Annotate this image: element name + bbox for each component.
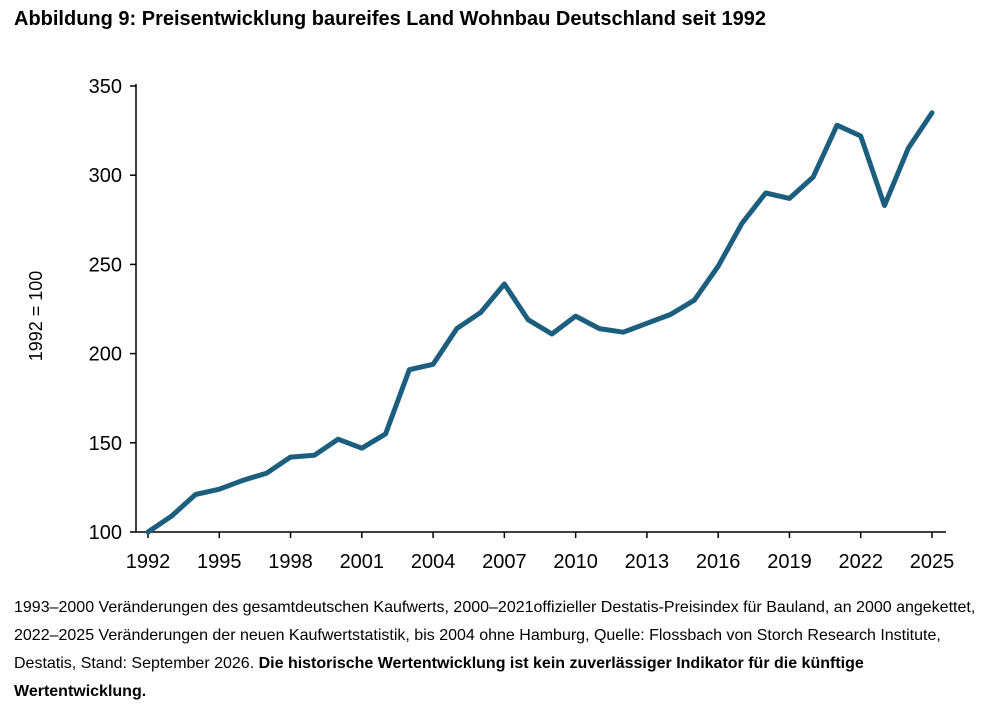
x-tick-label: 2007 [482, 551, 527, 573]
data-point [645, 321, 649, 325]
data-point [740, 221, 744, 225]
x-tick-label: 1998 [268, 551, 313, 573]
data-point [455, 327, 459, 331]
data-point [788, 196, 792, 200]
data-point [194, 493, 198, 497]
data-point [692, 298, 696, 302]
data-point [859, 134, 863, 138]
line-chart: 100 150 200 250 300 350 1992 1995 1998 2001 2004 20… [26, 76, 955, 573]
x-tick-label: 2010 [553, 551, 598, 573]
data-point [574, 314, 578, 318]
data-point [336, 437, 340, 441]
y-tick-label: 350 [89, 76, 122, 98]
data-point [312, 453, 316, 457]
data-point [906, 146, 910, 150]
data-point [217, 487, 221, 491]
data-point [550, 332, 554, 336]
y-tick-label: 250 [89, 254, 122, 276]
x-tick-label: 2022 [838, 551, 883, 573]
chart-title: Abbildung 9: Preisentwicklung baureifes … [14, 8, 766, 30]
x-tick-label: 2001 [340, 551, 385, 573]
data-point [146, 530, 150, 534]
x-tick-label: 2025 [910, 551, 955, 573]
axes [130, 84, 946, 538]
data-point [597, 327, 601, 331]
data-point [883, 204, 887, 208]
data-point [407, 368, 411, 372]
x-tick-label: 2013 [625, 551, 670, 573]
y-tick-label: 150 [89, 433, 122, 455]
data-point [811, 175, 815, 179]
data-point [716, 264, 720, 268]
data-point [431, 362, 435, 366]
data-point [502, 282, 506, 286]
x-tick-label: 1995 [197, 551, 242, 573]
chart-footnote: 1993–2000 Veränderungen des gesamtdeutsc… [14, 594, 982, 706]
data-point [170, 514, 174, 518]
footnote-text: 1993–2000 Veränderungen des gesamtdeutsc… [14, 599, 976, 672]
x-tick-label: 1992 [126, 551, 171, 573]
data-point [384, 432, 388, 436]
data-point [669, 312, 673, 316]
data-point [764, 191, 768, 195]
data-point [479, 311, 483, 315]
x-tick-label: 2004 [411, 551, 456, 573]
series-layer [145, 110, 935, 535]
series-line [145, 110, 935, 535]
data-point [621, 330, 625, 334]
x-tick-label: 2016 [696, 551, 741, 573]
footnote-disclaimer: Die historische Wertentwicklung ist kein… [14, 655, 864, 700]
x-tick-label: 2019 [767, 551, 812, 573]
data-point [241, 478, 245, 482]
data-point [360, 446, 364, 450]
data-point [930, 111, 934, 115]
tick-labels: 100 150 200 250 300 350 1992 1995 1998 2001 2004 20… [89, 76, 955, 573]
data-point [835, 123, 839, 127]
y-axis-label: 1992 = 100 [26, 271, 46, 362]
data-point [265, 471, 269, 475]
data-point [289, 455, 293, 459]
y-tick-label: 300 [89, 165, 122, 187]
y-tick-label: 100 [89, 522, 122, 544]
data-point [526, 318, 530, 322]
y-tick-label: 200 [89, 344, 122, 366]
